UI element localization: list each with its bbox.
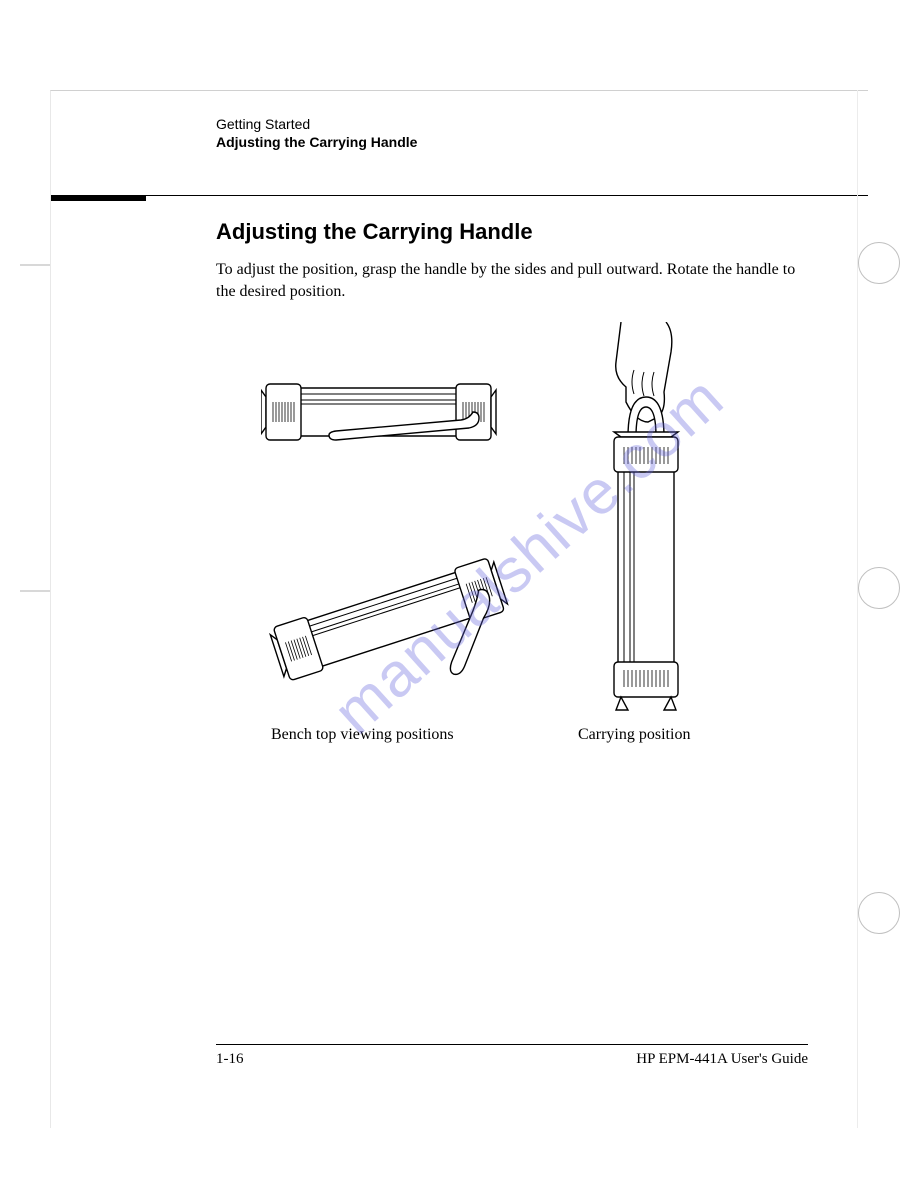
content-block: Adjusting the Carrying Handle To adjust … bbox=[51, 219, 868, 772]
caption-carrying: Carrying position bbox=[578, 726, 690, 744]
document-title: HP EPM-441A User's Guide bbox=[636, 1051, 808, 1068]
section-rule bbox=[51, 195, 868, 201]
rule-light bbox=[146, 195, 868, 196]
scan-edge bbox=[857, 90, 858, 1128]
figure-group: Bench top viewing positions Carrying pos… bbox=[216, 352, 808, 772]
binder-hole-icon bbox=[858, 567, 900, 609]
section-title: Adjusting the Carrying Handle bbox=[216, 219, 808, 245]
page-scan: Getting Started Adjusting the Carrying H… bbox=[50, 90, 868, 1128]
device-bench-tilted bbox=[251, 517, 541, 722]
scan-mark bbox=[20, 264, 50, 266]
page-footer: 1-16 HP EPM-441A User's Guide bbox=[216, 1044, 808, 1068]
page-number: 1-16 bbox=[216, 1051, 244, 1068]
running-header: Getting Started Adjusting the Carrying H… bbox=[51, 91, 868, 150]
device-bench-flat bbox=[261, 372, 506, 457]
body-paragraph: To adjust the position, grasp the handle… bbox=[216, 259, 808, 302]
header-section: Adjusting the Carrying Handle bbox=[216, 134, 868, 150]
binder-hole-icon bbox=[858, 242, 900, 284]
device-carrying bbox=[586, 322, 706, 727]
header-chapter: Getting Started bbox=[216, 116, 868, 132]
caption-bench: Bench top viewing positions bbox=[271, 726, 454, 744]
scan-mark bbox=[20, 590, 50, 592]
binder-hole-icon bbox=[858, 892, 900, 934]
rule-heavy bbox=[51, 195, 146, 201]
